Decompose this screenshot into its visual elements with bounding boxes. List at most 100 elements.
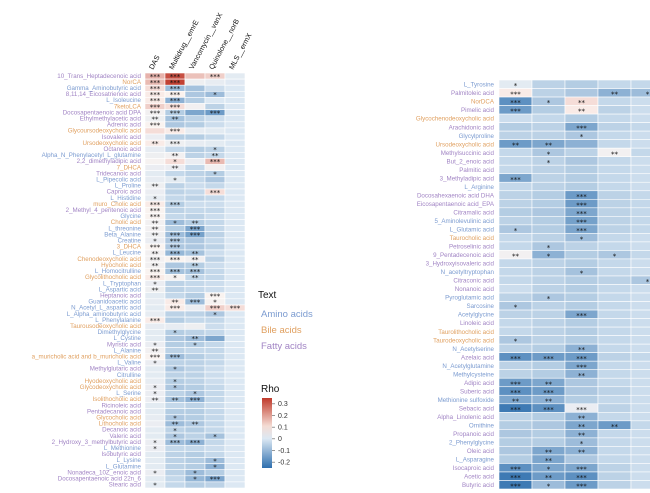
heatmap-cell <box>630 292 650 302</box>
heatmap-cell <box>597 471 632 481</box>
heatmap-cell <box>597 181 632 192</box>
heatmap-cell <box>144 158 166 165</box>
text-legend-title: Text <box>258 290 277 301</box>
heatmap-cell <box>224 274 246 281</box>
heatmap-cell <box>597 326 632 336</box>
heatmap-cell <box>597 79 632 89</box>
row-label: Taurolithocholic acid <box>438 329 494 336</box>
heatmap-cell <box>630 360 650 371</box>
significance-stars: *** <box>576 125 587 133</box>
heatmap-cell <box>204 194 226 202</box>
significance-stars: * <box>547 244 551 252</box>
heatmap-cell <box>144 408 166 416</box>
heatmap-cell <box>224 103 246 110</box>
row-label: L_Histidine <box>110 195 141 202</box>
heatmap-cell <box>184 133 206 141</box>
heatmap-cell <box>597 454 632 464</box>
row-label: N_Acetyl_L_aspartic acid <box>71 305 141 312</box>
significance-stars: ** <box>152 183 160 191</box>
heatmap-cell <box>531 429 566 439</box>
heatmap-cell <box>597 113 632 123</box>
heatmap-cell <box>630 105 650 115</box>
row-label: Sarcosine <box>466 303 494 310</box>
heatmap-cell <box>564 173 599 183</box>
row-label: Suberic acid <box>460 388 495 395</box>
significance-stars: *** <box>170 244 181 252</box>
heatmap-cell <box>184 206 206 214</box>
heatmap-cell <box>204 280 226 287</box>
heatmap-cell <box>630 79 650 89</box>
heatmap-cell <box>184 408 206 416</box>
heatmap-cell <box>224 243 246 251</box>
significance-stars: * <box>153 195 157 203</box>
heatmap-cell <box>184 194 206 202</box>
heatmap-cell <box>184 347 206 355</box>
heatmap-cell <box>184 371 206 379</box>
heatmap-cell <box>184 402 206 409</box>
heatmap-cell <box>184 97 206 104</box>
rho-colorbar-legend: Rho 0.3 0.2 0.1 0 -0.1 -0.2 <box>261 384 290 468</box>
row-label: N_Acetylserine <box>452 346 494 353</box>
significance-stars: *** <box>576 474 587 482</box>
row-label: Methylglutaric acid <box>90 366 142 373</box>
heatmap-cell <box>184 353 206 361</box>
significance-stars: *** <box>170 91 181 99</box>
heatmap-cell <box>204 213 226 220</box>
heatmap-cell <box>184 121 206 129</box>
significance-stars: ** <box>172 152 180 160</box>
significance-stars: * <box>193 341 197 349</box>
significance-stars: ** <box>172 164 180 172</box>
row-label: Citrulline <box>117 372 142 379</box>
heatmap-cell <box>224 139 246 147</box>
row-label: Ethylmethylacetic acid <box>80 115 142 122</box>
significance-stars: *** <box>170 103 181 111</box>
significance-stars: ** <box>578 423 586 431</box>
significance-stars: *** <box>543 406 554 414</box>
row-label: a_muricholic acid and b_muricholic acid <box>32 353 142 360</box>
row-label: Pyroglutamic acid <box>445 295 494 302</box>
row-label: L_Homocitrulline <box>95 268 142 275</box>
row-label: 2,2_dimethyladipic acid <box>77 158 142 165</box>
significance-stars: * <box>173 415 177 423</box>
significance-stars: *** <box>510 389 521 397</box>
heatmap-cell <box>597 267 632 277</box>
significance-stars: ** <box>172 299 180 307</box>
heatmap-cell <box>630 429 650 439</box>
heatmap-cell <box>144 304 166 312</box>
heatmap-cell <box>184 426 206 434</box>
row-label: Glycylproline <box>459 133 495 140</box>
significance-stars: * <box>547 159 551 167</box>
significance-stars: *** <box>510 91 521 99</box>
significance-stars: *** <box>576 363 587 371</box>
heatmap-cell <box>630 96 650 106</box>
heatmap-cell <box>204 341 226 348</box>
significance-stars: * <box>213 311 217 319</box>
significance-stars: *** <box>576 218 587 226</box>
significance-stars: * <box>153 469 157 477</box>
heatmap-cell <box>204 97 226 104</box>
significance-stars: *** <box>150 274 161 282</box>
row-label: 8,11,14_Eicosatrienoic acid <box>66 91 142 98</box>
heatmap-cell <box>630 224 650 234</box>
heatmap-cell <box>531 335 566 345</box>
colorbar-tick-label: 0 <box>278 436 282 443</box>
row-label: 3_Methyladipic acid <box>440 175 495 182</box>
heatmap-cell <box>224 341 246 348</box>
row-label: Isolithocholic acid <box>93 396 142 403</box>
heatmap-cell <box>630 190 650 200</box>
heatmap-cell <box>204 402 226 409</box>
significance-stars: ** <box>512 397 520 405</box>
significance-stars: * <box>580 133 584 141</box>
significance-stars: * <box>153 360 157 368</box>
heatmap-cell <box>224 347 246 355</box>
heatmap-cell <box>224 322 246 330</box>
heatmap-cell <box>597 301 632 311</box>
heatmap-cell <box>597 309 632 319</box>
heatmap-cell <box>204 243 226 251</box>
significance-stars: * <box>580 270 584 278</box>
row-label: Linoleic acid <box>460 320 495 327</box>
heatmap-left: 10_Trans_Heptadecenoic acid *** *** ***NorC… <box>32 11 254 490</box>
heatmap-cell <box>498 420 533 430</box>
row-label: Ornithine <box>469 422 495 429</box>
significance-stars: * <box>213 433 217 441</box>
